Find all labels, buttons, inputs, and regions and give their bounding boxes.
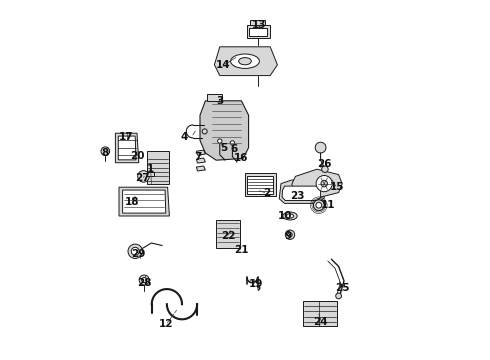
- Ellipse shape: [336, 293, 342, 299]
- Polygon shape: [122, 190, 166, 213]
- Text: 16: 16: [234, 153, 248, 163]
- Bar: [245, 173, 275, 196]
- Bar: [147, 151, 169, 184]
- Bar: [216, 220, 240, 248]
- Text: 3: 3: [216, 96, 223, 106]
- Ellipse shape: [286, 214, 294, 218]
- Ellipse shape: [314, 200, 324, 211]
- Ellipse shape: [288, 233, 292, 237]
- Bar: [249, 28, 268, 36]
- Ellipse shape: [142, 278, 147, 283]
- Ellipse shape: [315, 142, 326, 153]
- Text: 12: 12: [159, 319, 173, 329]
- Text: 29: 29: [132, 249, 146, 259]
- Ellipse shape: [202, 129, 207, 134]
- Text: 6: 6: [231, 144, 238, 154]
- Text: 23: 23: [290, 191, 304, 201]
- Polygon shape: [215, 47, 277, 76]
- Ellipse shape: [230, 141, 235, 145]
- Text: 28: 28: [137, 278, 151, 288]
- Text: 24: 24: [313, 317, 328, 327]
- Text: 10: 10: [277, 211, 292, 221]
- Ellipse shape: [101, 147, 110, 156]
- Ellipse shape: [138, 171, 149, 182]
- Ellipse shape: [239, 58, 251, 65]
- Polygon shape: [200, 101, 248, 160]
- Polygon shape: [118, 136, 136, 160]
- Ellipse shape: [321, 166, 328, 172]
- Ellipse shape: [321, 180, 327, 187]
- Polygon shape: [196, 166, 205, 171]
- Text: 11: 11: [320, 200, 335, 210]
- Ellipse shape: [231, 54, 259, 68]
- Text: 7: 7: [195, 152, 202, 162]
- Text: 15: 15: [330, 182, 344, 192]
- Polygon shape: [279, 180, 324, 203]
- Text: 21: 21: [234, 245, 248, 255]
- Bar: [247, 25, 270, 38]
- Text: 8: 8: [101, 148, 108, 158]
- Text: 2: 2: [263, 188, 270, 198]
- Text: 25: 25: [335, 283, 349, 293]
- Text: 5: 5: [220, 143, 227, 153]
- Text: 13: 13: [252, 20, 267, 30]
- Polygon shape: [282, 186, 320, 201]
- Polygon shape: [196, 150, 205, 155]
- Ellipse shape: [139, 275, 149, 285]
- Ellipse shape: [128, 244, 143, 258]
- Bar: [250, 20, 265, 25]
- Ellipse shape: [285, 230, 294, 239]
- Bar: [303, 301, 337, 326]
- Text: 18: 18: [124, 197, 139, 207]
- Bar: [207, 94, 221, 101]
- Polygon shape: [196, 158, 205, 163]
- Polygon shape: [292, 169, 342, 198]
- Ellipse shape: [131, 247, 139, 255]
- Text: 20: 20: [130, 150, 144, 161]
- Text: 4: 4: [180, 132, 188, 142]
- Bar: [247, 176, 273, 194]
- Bar: [147, 172, 154, 176]
- Text: 17: 17: [119, 132, 133, 142]
- Text: 9: 9: [285, 231, 292, 241]
- Polygon shape: [116, 133, 139, 163]
- Ellipse shape: [316, 176, 332, 192]
- Text: 19: 19: [248, 279, 263, 289]
- Polygon shape: [119, 187, 170, 216]
- Text: 22: 22: [221, 231, 236, 241]
- Text: 1: 1: [147, 164, 154, 174]
- Text: 27: 27: [135, 173, 150, 183]
- Ellipse shape: [283, 212, 297, 220]
- Text: 26: 26: [317, 159, 331, 169]
- Ellipse shape: [218, 139, 222, 143]
- Ellipse shape: [316, 202, 321, 208]
- Text: 14: 14: [216, 60, 231, 70]
